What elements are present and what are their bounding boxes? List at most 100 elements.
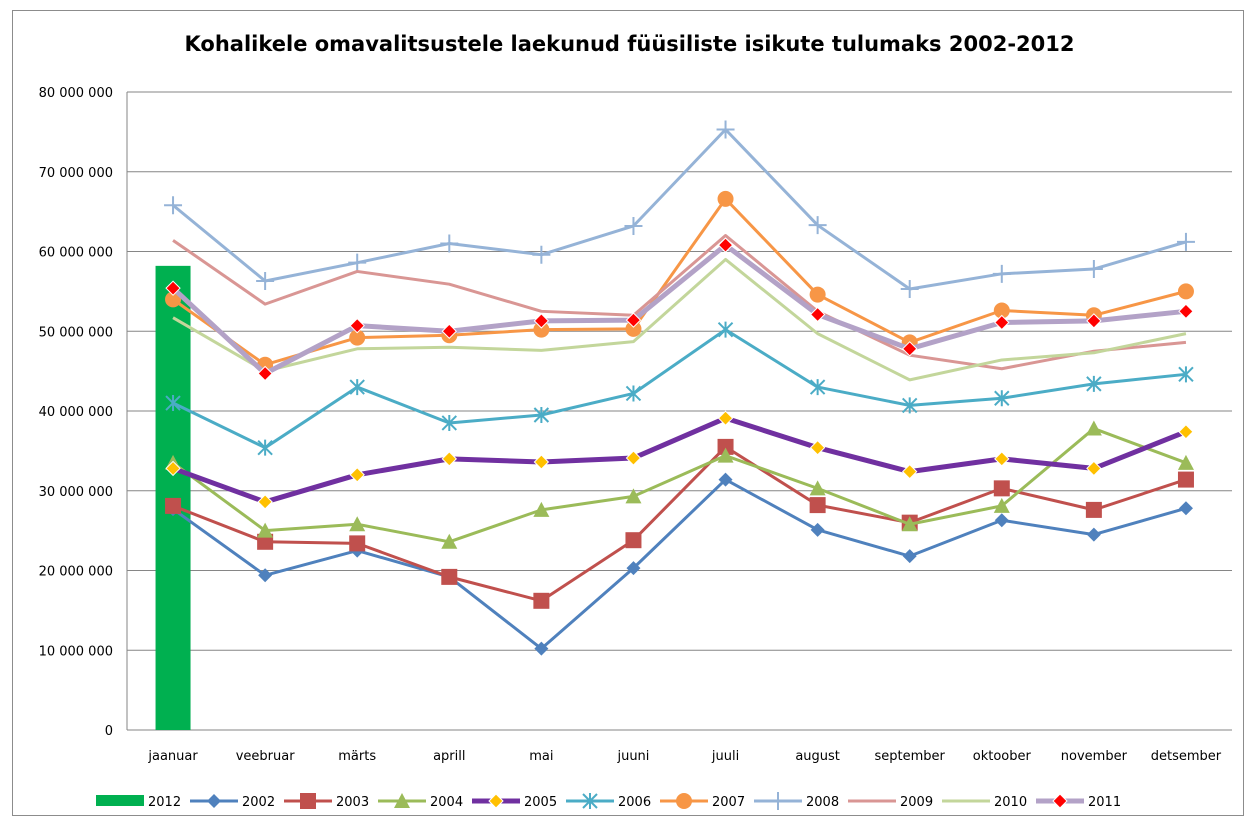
data-point-2005 [809,439,826,456]
data-point-2006 [165,395,181,412]
data-point-2003 [809,497,826,514]
legend-item-2004: 2004 [378,793,463,810]
data-point-2008 [164,196,183,215]
legend-item-2002: 2002 [190,794,275,810]
data-point-2011 [1178,303,1194,320]
series-2005 [165,410,1194,510]
data-point-2003 [257,533,274,550]
data-point-2007 [349,329,366,346]
data-point-2008 [1176,232,1195,251]
data-point-2004 [993,497,1010,513]
y-tick-label: 60 000 000 [39,246,113,261]
y-tick-label: 80 000 000 [39,86,113,101]
data-point-2008 [256,272,275,291]
data-point-2007 [625,320,642,337]
legend-label: 2003 [336,795,369,810]
series-line-2007 [172,197,1187,367]
data-point-2006 [441,414,457,431]
series-line-2010 [172,257,1187,382]
series-line-2008 [172,127,1187,291]
data-point-2006 [717,321,734,338]
data-point-2005 [349,467,365,483]
chart-title: Kohalikele omavalitsustele laekunud füüs… [184,32,1075,56]
y-tick-label: 50 000 000 [39,325,113,340]
legend-item-2008: 2008 [754,792,839,810]
data-point-2005 [994,451,1010,467]
legend-label: 2011 [1088,795,1121,810]
data-point-2002 [810,522,825,537]
data-point-2004 [349,516,366,532]
legend-label: 2008 [806,795,839,810]
data-point-2002 [994,513,1009,528]
data-point-2011 [625,312,642,328]
legend-item-2012: 2012 [96,795,181,810]
y-tick-label: 20 000 000 [39,565,113,580]
data-point-2004 [533,501,550,517]
data-point-2003 [993,480,1010,497]
data-point-2002 [902,549,917,564]
series-2008 [164,120,1195,298]
data-point-2007 [165,291,182,308]
x-tick-label: mai [529,749,553,764]
data-point-2004 [717,447,734,463]
data-point-2008 [440,234,459,253]
data-point-2011 [994,314,1010,331]
legend-marker [1052,793,1068,809]
data-point-2004 [441,533,458,549]
x-tick-label: oktoober [973,749,1032,764]
legend-label: 2007 [712,795,745,810]
data-point-2005 [1086,460,1102,477]
data-point-2006 [902,397,918,414]
legend-item-2009: 2009 [848,795,933,810]
series-2010 [172,257,1187,382]
data-point-2005 [165,460,181,477]
data-point-2004 [1085,420,1102,436]
y-tick-label: 10 000 000 [39,644,113,659]
data-point-2002 [534,641,549,656]
data-point-2006 [257,439,273,456]
data-point-2004 [809,480,826,496]
data-point-2011 [165,280,181,296]
legend-marker [300,793,316,809]
x-tick-label: detsember [1151,749,1222,764]
data-point-2011 [1086,313,1102,329]
legend-label: 2005 [524,795,557,810]
data-point-2007 [1177,283,1194,300]
legend-item-2003: 2003 [284,793,369,810]
x-tick-label: august [795,749,840,764]
data-point-2007 [993,302,1010,319]
data-point-2002 [1178,501,1193,516]
y-tick-label: 40 000 000 [39,405,113,420]
series-line-2004 [172,427,1187,544]
data-point-2002 [1086,527,1101,542]
x-tick-label: jaanuar [147,749,198,764]
data-point-2006 [625,385,642,402]
y-tick-label: 70 000 000 [39,166,113,181]
series-line-2005 [172,415,1187,505]
data-point-2007 [717,190,734,207]
series-line-2006 [172,328,1187,450]
legend-marker [488,793,504,809]
data-point-2006 [1178,366,1194,383]
data-point-2007 [533,321,550,338]
x-tick-label: aprill [433,749,465,764]
data-point-2008 [1084,260,1103,279]
legend-label: 2009 [900,795,933,810]
legend-marker [582,793,598,809]
x-tick-label: juuli [711,749,739,764]
data-point-2005 [625,450,642,466]
legend-label: 2012 [148,795,181,810]
x-tick-label: veebruar [236,749,295,764]
legend-marker [207,794,221,808]
data-point-2003 [441,568,458,585]
series-line-2002 [172,478,1187,651]
x-tick-label: november [1061,749,1128,764]
legend-item-2011: 2011 [1036,793,1121,810]
series-2002 [166,472,1193,656]
series-2011 [165,237,1194,382]
data-point-2011 [902,341,918,357]
data-point-2005 [441,451,457,467]
x-tick-label: märts [338,749,376,764]
data-point-2003 [533,592,550,609]
